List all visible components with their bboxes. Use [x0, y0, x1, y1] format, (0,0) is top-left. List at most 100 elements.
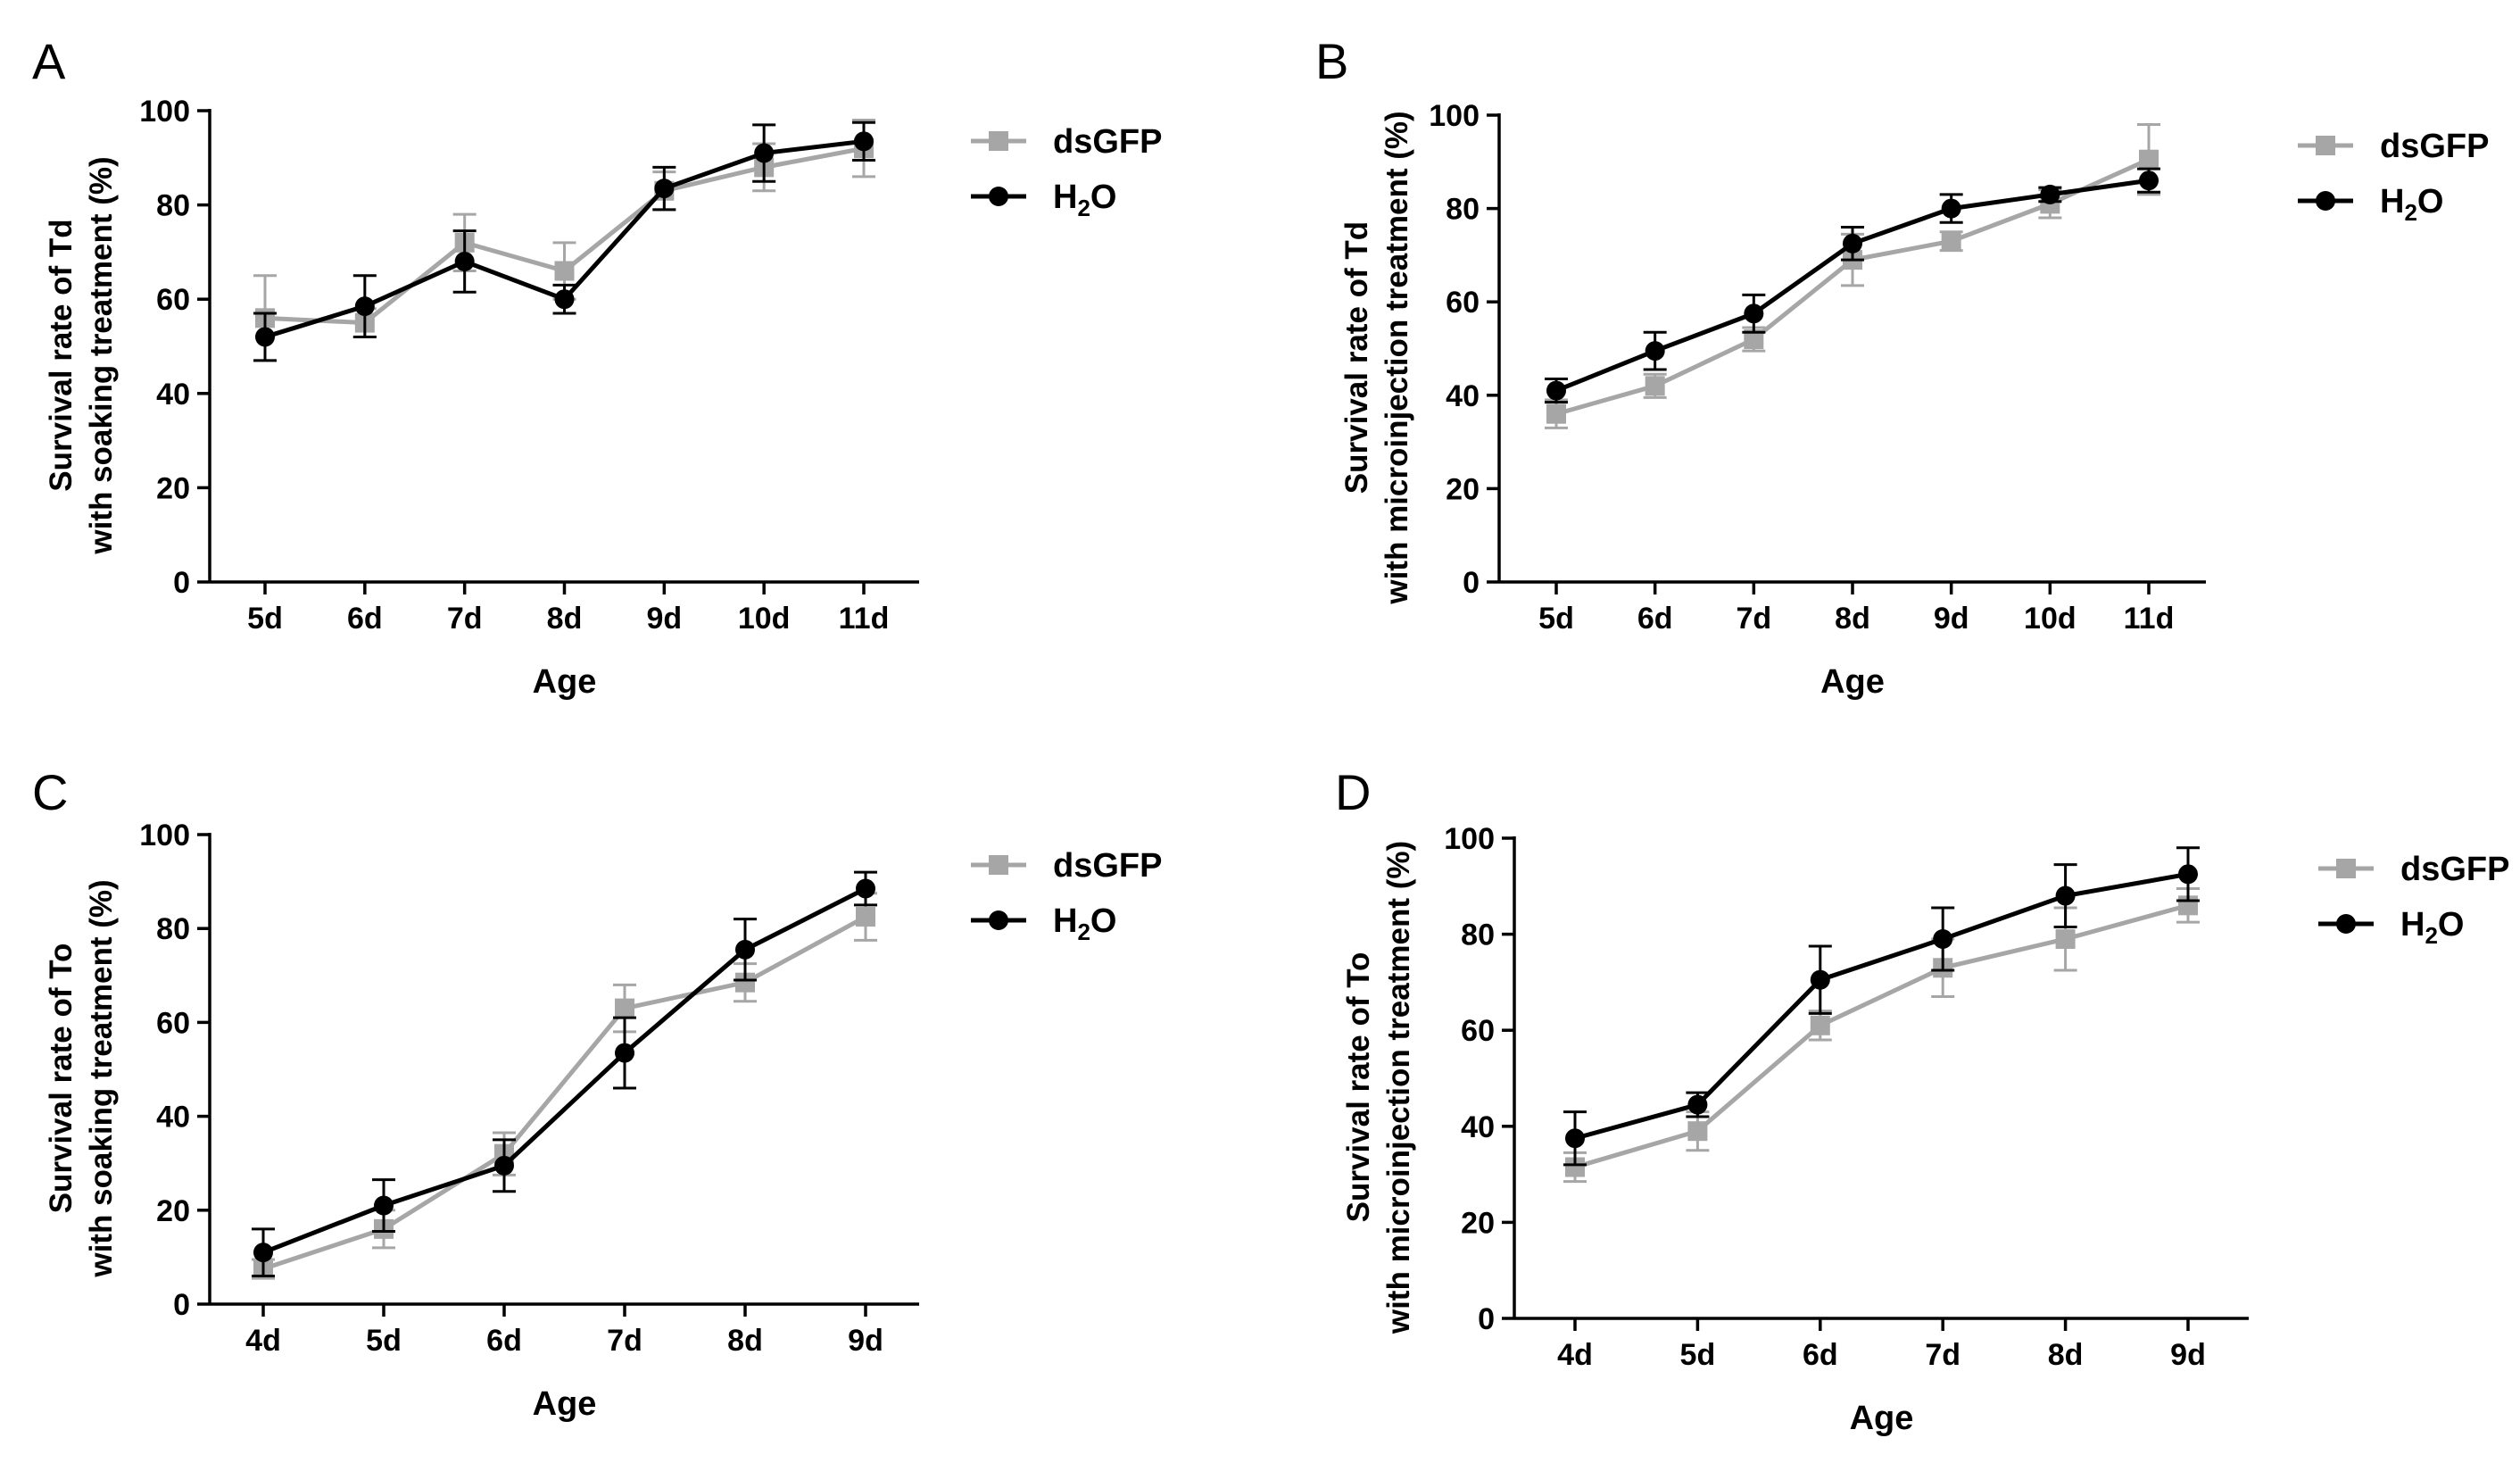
x-tick-label: 8d: [727, 1324, 763, 1358]
x-tick-label: 9d: [646, 602, 682, 636]
y-axis-label-line1: Survival rate of To: [1341, 952, 1376, 1223]
data-point-h2o: [253, 1243, 273, 1263]
data-point-h2o: [1565, 1128, 1585, 1149]
legend-marker-h2o: [2316, 191, 2335, 211]
legend-label-h2o: H2O: [2380, 183, 2443, 226]
data-point-h2o: [735, 939, 755, 960]
legend-label-h2o: H2O: [1053, 179, 1116, 221]
y-tick-label: 60: [156, 283, 190, 317]
x-tick-label: 6d: [347, 602, 383, 636]
data-point-h2o: [654, 179, 675, 199]
legend-marker-h2o: [989, 910, 1008, 930]
chart-a: A 0 20 40 60 80 100 5d 6d 7d 8d 9d 10d 11d Age Survival…: [32, 33, 1162, 701]
data-point-dsgfp: [1810, 1015, 1830, 1035]
data-point-dsgfp: [735, 972, 755, 993]
series-line-h2o: [1574, 871, 2189, 1141]
y-tick-label: 0: [173, 566, 190, 600]
legend-label-dsgfp: dsGFP: [1053, 847, 1162, 885]
legend-subscript: 2: [1077, 195, 1090, 221]
data-point-h2o: [454, 251, 475, 271]
y-tick-label: 40: [156, 378, 190, 411]
y-axis-label-line1: Survival rate of Td: [1339, 221, 1374, 494]
chart-b: B 0 20 40 60 80 100 5d 6d 7d 8d 9d 10d 11d Age Survival…: [1315, 33, 2489, 701]
data-point-h2o: [2139, 170, 2159, 191]
y-tick-label: 100: [1444, 822, 1495, 856]
y-tick-label: 100: [1429, 99, 1480, 133]
legend-label-dsgfp: dsGFP: [1053, 123, 1162, 161]
x-tick-label: 8d: [1835, 602, 1870, 636]
panel-letter-c: C: [32, 764, 68, 820]
y-tick-label: 20: [1446, 472, 1480, 506]
data-point-dsgfp: [1941, 231, 1961, 252]
y-tick-label: 0: [1463, 566, 1480, 600]
data-point-h2o: [1941, 198, 1961, 219]
legend-label-h2o: H2O: [1053, 902, 1116, 945]
y-tick-label: 100: [139, 95, 190, 129]
x-tick-label: 7d: [607, 1324, 642, 1358]
y-axis-label-line1: Survival rate of To: [44, 943, 79, 1214]
x-tick-label: 9d: [848, 1324, 883, 1358]
x-axis-label: Age: [1850, 1400, 1914, 1437]
y-tick-label: 100: [139, 819, 190, 852]
legend-marker-h2o: [2336, 914, 2356, 934]
data-point-dsgfp: [1687, 1121, 1708, 1142]
data-point-dsgfp: [615, 998, 634, 1018]
y-tick-label: 40: [1461, 1110, 1495, 1144]
y-tick-label: 80: [156, 912, 190, 946]
data-point-h2o: [615, 1043, 634, 1063]
data-point-h2o: [1744, 303, 1764, 324]
data-point-h2o: [1687, 1094, 1708, 1115]
y-tick-label: 80: [156, 189, 190, 223]
x-tick-label: 9d: [1934, 602, 1969, 636]
legend-label-h2o: H2O: [2400, 906, 2464, 949]
data-point-h2o: [554, 289, 575, 310]
data-point-dsgfp: [1565, 1157, 1585, 1177]
x-tick-label: 8d: [547, 602, 583, 636]
y-tick-label: 0: [1478, 1302, 1495, 1336]
y-tick-label: 20: [1461, 1206, 1495, 1240]
series-line-h2o: [262, 886, 867, 1255]
y-tick-label: 20: [156, 471, 190, 505]
data-point-h2o: [1810, 969, 1830, 990]
data-point-h2o: [754, 143, 775, 163]
y-tick-label: 20: [156, 1194, 190, 1228]
data-point-dsgfp: [1645, 376, 1665, 396]
panel-a: A 0 20 40 60 80 100 5d 6d 7d 8d 9d 10d 11d Age Survival…: [0, 0, 1260, 731]
y-tick-label: 60: [156, 1006, 190, 1040]
x-tick-label: 6d: [1637, 602, 1673, 636]
x-axis-label: Age: [1820, 663, 1885, 701]
panel-letter-a: A: [32, 33, 66, 89]
y-tick-label: 80: [1446, 193, 1480, 227]
data-point-dsgfp: [2055, 928, 2076, 949]
data-point-h2o: [1933, 928, 1953, 949]
x-tick-label: 4d: [1557, 1338, 1593, 1372]
chart-c: C 0 20 40 60 80 100 4d 5d 6d 7d 8d 9d Age Survival rat…: [32, 764, 1162, 1423]
data-point-h2o: [374, 1195, 394, 1216]
data-point-h2o: [856, 878, 875, 899]
legend-marker-h2o: [989, 187, 1008, 206]
data-point-dsgfp: [1744, 329, 1764, 350]
y-axis-label-line2: with microinjection treatment (%): [1380, 111, 1414, 604]
x-axis-label: Age: [533, 1385, 597, 1423]
y-tick-label: 60: [1461, 1014, 1495, 1048]
legend-marker-dsgfp: [2336, 859, 2356, 878]
data-point-h2o: [2040, 184, 2060, 204]
x-tick-label: 7d: [1925, 1338, 1960, 1372]
x-tick-label: 4d: [245, 1324, 281, 1358]
x-tick-label: 10d: [738, 602, 791, 636]
legend-marker-dsgfp: [2316, 136, 2335, 155]
x-tick-label: 6d: [486, 1324, 522, 1358]
legend-subscript: 2: [1077, 919, 1090, 945]
y-tick-label: 40: [156, 1101, 190, 1135]
x-tick-label: 9d: [2170, 1338, 2206, 1372]
data-point-h2o: [2055, 885, 2076, 906]
data-point-h2o: [1546, 380, 1566, 401]
legend-label-dsgfp: dsGFP: [2400, 851, 2509, 888]
panel-letter-b: B: [1315, 33, 1348, 89]
y-tick-label: 0: [173, 1288, 190, 1322]
data-point-h2o: [354, 296, 375, 317]
panel-b: B 0 20 40 60 80 100 5d 6d 7d 8d 9d 10d 11d Age Survival…: [1260, 0, 2520, 731]
x-tick-label: 5d: [366, 1324, 402, 1358]
x-tick-label: 11d: [2124, 602, 2175, 636]
data-point-h2o: [1645, 341, 1665, 362]
